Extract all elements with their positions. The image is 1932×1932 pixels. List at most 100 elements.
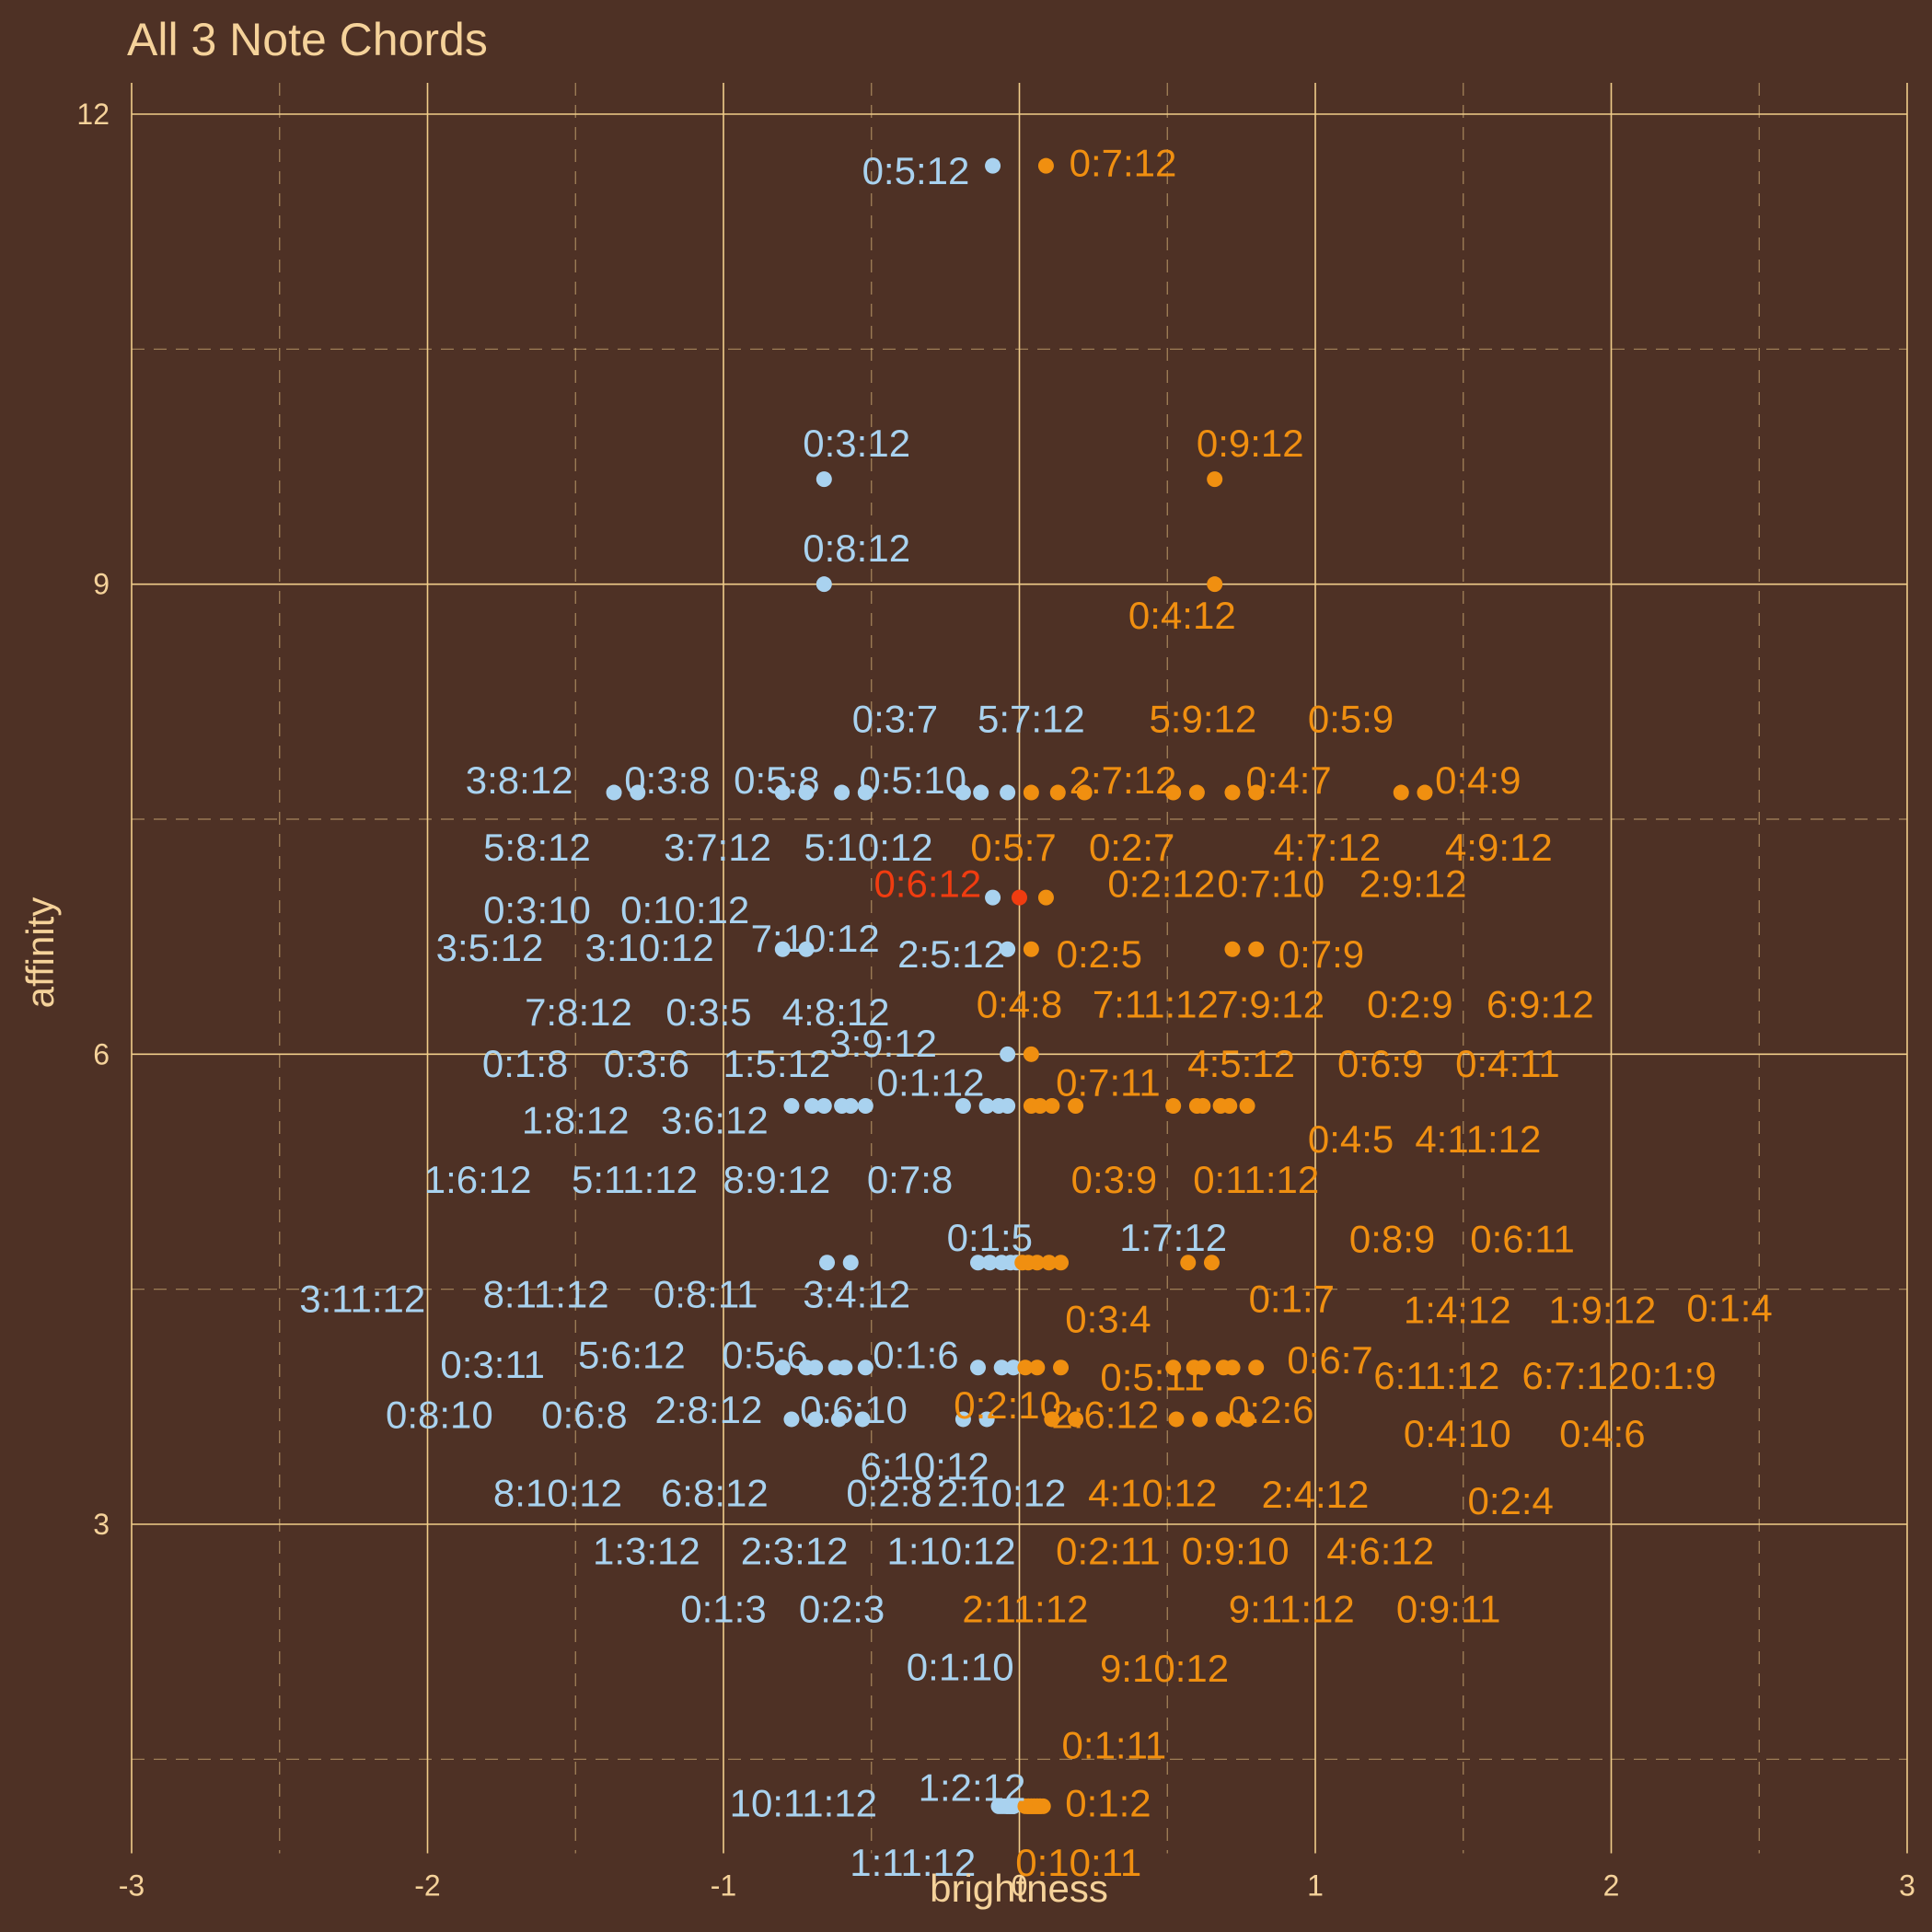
data-point-dark [774, 1359, 791, 1376]
point-label: 0:3:10 [483, 888, 591, 931]
point-label: 2:5:12 [897, 932, 1005, 976]
data-point-dark [857, 1098, 873, 1115]
data-point-bright [1023, 941, 1039, 957]
point-label: 1:11:12 [850, 1841, 976, 1884]
point-label: 0:4:8 [977, 982, 1062, 1025]
data-point-dark [819, 1255, 836, 1271]
data-point-dark [830, 1411, 847, 1428]
data-point-dark [834, 784, 850, 801]
data-point-dark [969, 1359, 986, 1376]
data-point-dark [783, 1411, 800, 1428]
x-tick-label: -3 [119, 1868, 145, 1902]
point-label: 4:11:12 [1415, 1117, 1541, 1161]
point-label: 0:2:4 [1467, 1479, 1553, 1522]
data-point-bright [1239, 1098, 1255, 1115]
point-label: 0:4:10 [1404, 1412, 1511, 1455]
data-point-dark [630, 784, 646, 801]
data-point-dark [1000, 784, 1016, 801]
point-label: 9:10:12 [1100, 1647, 1229, 1690]
y-axis-title: affinity [18, 897, 62, 1009]
point-label: 0:11:12 [1193, 1158, 1319, 1201]
data-point-bright [1221, 1098, 1238, 1115]
data-point-bright [1029, 1359, 1046, 1376]
data-point-bright [1165, 1098, 1182, 1115]
data-point-dark [985, 889, 1001, 906]
point-label: 1:7:12 [1119, 1216, 1227, 1259]
point-label: 0:3:11 [440, 1343, 545, 1386]
point-label: 0:9:10 [1182, 1529, 1290, 1572]
point-label: 7:11:12 [1093, 982, 1219, 1025]
point-label: 0:2:3 [799, 1587, 885, 1630]
point-label: 0:2:10 [954, 1383, 1061, 1427]
data-point-dark [981, 1255, 998, 1271]
point-label: 2:9:12 [1359, 862, 1467, 905]
data-point-dark [798, 941, 815, 957]
point-label: 0:2:12 [1107, 862, 1215, 905]
grid-lines [131, 82, 1908, 1854]
data-point-bright [1165, 784, 1182, 801]
point-label: 0:1:10 [907, 1645, 1014, 1688]
point-label: 0:6:12 [873, 862, 981, 905]
point-label: 3:6:12 [661, 1098, 769, 1141]
point-label: 0:5:8 [734, 758, 819, 802]
data-point-bright [1044, 1098, 1060, 1115]
point-label: 3:4:12 [803, 1272, 910, 1315]
point-label: 9:11:12 [1229, 1587, 1355, 1630]
data-point-bright [1248, 784, 1265, 801]
point-label: 0:2:6 [1228, 1388, 1313, 1431]
data-point-dark [842, 1255, 859, 1271]
point-label: 6:10:12 [861, 1445, 989, 1488]
point-label: 0:3:12 [803, 422, 910, 465]
point-label: 0:7:10 [1217, 862, 1325, 905]
data-point-bright [1393, 784, 1409, 801]
point-label: 5:10:12 [804, 826, 932, 869]
point-label: 0:3:9 [1071, 1158, 1157, 1201]
point-label: 0:1:9 [1630, 1354, 1716, 1397]
point-label: 7:8:12 [525, 990, 632, 1034]
x-tick-label: 3 [1899, 1868, 1915, 1902]
data-point-dark [973, 784, 989, 801]
data-point-bright [1203, 1255, 1220, 1271]
data-point-dark [985, 157, 1001, 174]
data-point-bright [1017, 1359, 1034, 1376]
point-label: 4:9:12 [1445, 826, 1553, 869]
data-point-bright [1032, 1098, 1048, 1115]
point-label: 8:10:12 [493, 1471, 622, 1514]
data-point-bright [1068, 1098, 1084, 1115]
point-label: 5:6:12 [578, 1334, 686, 1377]
point-labels: 0:5:12 0:7:12 0:3:12 0:9:12 0:8:12 0:4:12 0:3:… [299, 141, 1773, 1884]
data-point-dark [978, 1411, 995, 1428]
data-point-bright [1053, 1359, 1070, 1376]
data-point-dark [783, 1098, 800, 1115]
point-label: 0:5:11 [1100, 1355, 1205, 1398]
point-label: 3:9:12 [829, 1022, 937, 1065]
data-point-bright [1180, 1255, 1197, 1271]
point-label: 0:7:8 [867, 1158, 953, 1201]
point-label: 3:7:12 [664, 826, 771, 869]
point-label: 0:6:8 [541, 1393, 627, 1436]
point-label: 2:11:12 [962, 1587, 1088, 1630]
point-label: 5:8:12 [483, 826, 591, 869]
point-label: 0:3:7 [852, 698, 938, 741]
x-axis-title: brightness [930, 1867, 1108, 1910]
point-label: 3:10:12 [585, 926, 714, 969]
data-point-dark [774, 941, 791, 957]
data-point-dark [816, 576, 832, 593]
point-label: 0:8:11 [654, 1272, 758, 1315]
data-point-dark [1000, 1046, 1016, 1062]
data-point-bright [1188, 784, 1205, 801]
point-label: 2:8:12 [655, 1388, 763, 1431]
point-label: 8:11:12 [483, 1272, 609, 1315]
point-label: 1:2:12 [919, 1765, 1026, 1809]
point-label: 0:6:10 [800, 1388, 908, 1431]
point-label: 6:8:12 [661, 1471, 769, 1514]
point-label: 0:1:7 [1249, 1277, 1335, 1320]
point-label: 5:9:12 [1149, 698, 1256, 741]
point-label: 0:9:11 [1396, 1587, 1501, 1630]
point-label: 3:11:12 [299, 1277, 425, 1320]
point-label: 7:9:12 [1217, 982, 1325, 1025]
data-point-dark [857, 784, 873, 801]
data-point-bright [1195, 1098, 1211, 1115]
point-label: 0:5:12 [862, 149, 970, 192]
data-point-dark [1000, 1098, 1016, 1115]
